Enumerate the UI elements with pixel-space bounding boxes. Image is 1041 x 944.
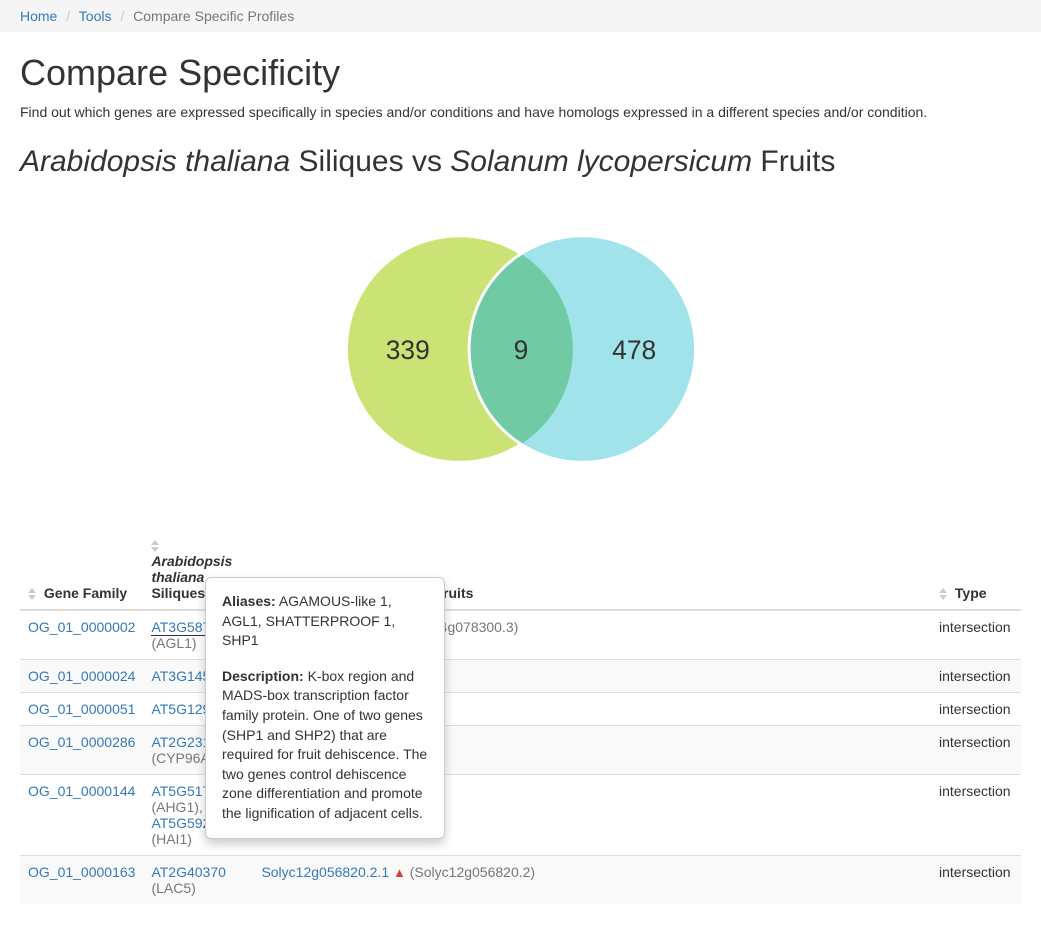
venn-inter-count: 9: [513, 335, 528, 365]
gene-family-link[interactable]: OG_01_0000286: [28, 734, 135, 750]
arab-gene-link[interactable]: AT2G40370: [151, 864, 225, 880]
tooltip-desc-text: K-box region and MADS-box transcription …: [222, 668, 427, 821]
col-header-family[interactable]: Gene Family: [20, 529, 143, 610]
venn-left-count: 339: [385, 335, 429, 365]
table-row: OG_01_0000163 AT2G40370(LAC5) Solyc12g0568…: [20, 856, 1021, 905]
row-type: intersection: [931, 856, 1021, 905]
row-type: intersection: [931, 660, 1021, 693]
table-row: OG_01_0000144AT5G5176(AHG1),AT5G5922(HAI…: [20, 775, 1021, 856]
row-type: intersection: [931, 775, 1021, 856]
species-a: Arabidopsis thaliana: [20, 145, 290, 178]
condition-b: Fruits: [760, 145, 835, 178]
breadcrumb-sep: /: [115, 8, 129, 24]
venn-svg: 339 9 478: [271, 209, 771, 489]
results-table: Gene Family Arabidopsis thaliana Silique…: [20, 529, 1021, 904]
row-type: intersection: [931, 693, 1021, 726]
gene-family-link[interactable]: OG_01_0000163: [28, 864, 135, 880]
breadcrumb-current: Compare Specific Profiles: [133, 8, 294, 24]
vs-label: vs: [412, 145, 442, 178]
table-row: OG_01_0000024AT3G14520180.2)intersection: [20, 660, 1021, 693]
row-type: intersection: [931, 610, 1021, 660]
gene-family-link[interactable]: OG_01_0000051: [28, 701, 135, 717]
arab-gene-alias: (AGL1): [151, 635, 196, 651]
arab-gene-alias: (HAI1): [151, 831, 191, 847]
venn-diagram: 339 9 478: [20, 209, 1021, 489]
page-title: Compare Specificity: [20, 52, 1021, 94]
breadcrumb-sep: /: [61, 8, 75, 24]
table-container: Gene Family Arabidopsis thaliana Silique…: [20, 529, 1021, 904]
arab-gene-alias: (LAC5): [151, 880, 195, 896]
gene-family-link[interactable]: OG_01_0000144: [28, 783, 135, 799]
page-description: Find out which genes are expressed speci…: [20, 104, 1021, 120]
col-arab-cond: Siliques: [151, 585, 205, 601]
arab-gene-alias: (AHG1),: [151, 799, 202, 815]
sort-icon: [28, 588, 38, 600]
sort-icon: [151, 540, 161, 552]
venn-right-count: 478: [612, 335, 656, 365]
sol-gene-alias: (Solyc12g056820.2): [410, 864, 535, 880]
gene-tooltip: Aliases: AGAMOUS-like 1, AGL1, SHATTERPR…: [205, 577, 445, 839]
species-b: Solanum lycopersicum: [450, 145, 752, 178]
warning-icon: ▲: [393, 865, 406, 880]
col-family-label: Gene Family: [44, 585, 127, 601]
sol-gene-link[interactable]: Solyc12g056820.2.1: [261, 864, 389, 880]
gene-family-link[interactable]: OG_01_0000024: [28, 668, 135, 684]
breadcrumb-tools[interactable]: Tools: [79, 8, 112, 24]
breadcrumb-home[interactable]: Home: [20, 8, 57, 24]
col-type-label: Type: [955, 585, 987, 601]
gene-family-link[interactable]: OG_01_0000002: [28, 619, 135, 635]
tooltip-aliases-label: Aliases:: [222, 593, 276, 609]
tooltip-desc-label: Description:: [222, 668, 304, 684]
breadcrumb: Home / Tools / Compare Specific Profiles: [0, 0, 1041, 32]
comparison-title: Arabidopsis thaliana Siliques vs Solanum…: [20, 145, 1021, 179]
col-header-type[interactable]: Type: [931, 529, 1021, 610]
condition-a: Siliques: [299, 145, 404, 178]
table-row: OG_01_0000286AT2G2318(CYP96A130.1)inters…: [20, 726, 1021, 775]
main-content: Compare Specificity Find out which genes…: [0, 52, 1041, 944]
table-row: OG_01_0000002AT3G58780(AGL1)Solyc04g0783…: [20, 610, 1021, 660]
sort-icon: [939, 588, 949, 600]
table-row: OG_01_0000051AT5G129170.2)intersection: [20, 693, 1021, 726]
row-type: intersection: [931, 726, 1021, 775]
